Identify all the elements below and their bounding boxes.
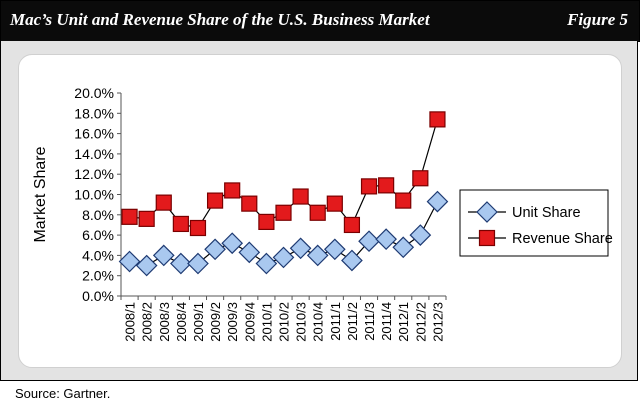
x-tick-label: 2009/4 (242, 302, 257, 342)
x-tick-label: 2011/1 (328, 302, 343, 341)
revenue-share-point (309, 204, 326, 221)
unit-share-point (170, 252, 192, 275)
y-tick-label: 12.0% (74, 166, 114, 182)
y-tick-label: 10.0% (74, 187, 114, 203)
revenue-share-point (241, 195, 258, 212)
x-tick-label: 2010/1 (259, 302, 274, 342)
unit-share-point (238, 241, 261, 264)
revenue-share-point (429, 111, 446, 128)
x-tick-label: 2011/2 (345, 302, 360, 341)
unit-share-series (118, 190, 449, 277)
x-tick-label: 2010/3 (294, 302, 309, 342)
figure-label: Figure 5 (567, 10, 628, 29)
revenue-share-point (378, 177, 395, 194)
unit-share-point (426, 190, 449, 213)
unit-share-point (306, 244, 329, 267)
y-tick-label: 16.0% (74, 126, 114, 142)
x-tick-label: 2008/1 (123, 302, 138, 342)
unit-share-point (392, 236, 415, 259)
legend-unit-label: Unit Share (512, 205, 581, 221)
unit-share-point (341, 249, 363, 272)
revenue-share-point (275, 204, 292, 221)
x-tick-label: 2008/3 (157, 302, 172, 342)
market-share-chart: 0.0% 2.0% 4.0% 6.0% 8.0% 10.0% 12.0% 14.0% 16.0%… (32, 85, 613, 342)
revenue-share-point (292, 188, 309, 205)
x-tick-label: 2012/2 (413, 302, 428, 342)
unit-share-point (187, 252, 209, 275)
revenue-share-point (224, 182, 241, 199)
y-tick-label: 20.0% (74, 85, 114, 101)
revenue-share-point (360, 178, 378, 195)
x-tick-label: 2010/4 (311, 302, 326, 342)
source-note: Source: Gartner. (15, 386, 111, 401)
revenue-share-point (138, 210, 155, 227)
unit-share-point (375, 228, 397, 251)
legend: Unit Share Revenue Share (459, 189, 613, 257)
y-tick-label: 2.0% (82, 268, 114, 284)
unit-share-point (255, 252, 278, 275)
legend-revenue-label: Revenue Share (512, 231, 613, 247)
unit-share-point (272, 246, 295, 269)
y-tick-label: 6.0% (82, 227, 114, 243)
y-tick-label: 0.0% (82, 288, 114, 304)
y-tick-label: 14.0% (74, 146, 114, 162)
x-tick-label: 2009/1 (191, 302, 206, 342)
revenue-share-point (172, 215, 189, 233)
revenue-share-point (326, 195, 343, 212)
revenue-share-point (412, 170, 429, 187)
x-tick-label: 2008/4 (174, 302, 189, 342)
revenue-share-series (121, 111, 446, 237)
revenue-share-point (343, 216, 361, 234)
x-tick-label: 2012/1 (396, 302, 411, 342)
y-tick-label: 8.0% (82, 207, 114, 223)
revenue-share-point (395, 192, 412, 209)
y-axis-title: Market Share (32, 146, 49, 242)
revenue-share-point (258, 213, 275, 231)
header-bar: Mac’s Unit and Revenue Share of the U.S.… (0, 0, 640, 42)
revenue-share-point (121, 208, 138, 225)
x-tick-label: 2010/2 (277, 302, 292, 342)
page-title: Mac’s Unit and Revenue Share of the U.S.… (10, 10, 430, 29)
unit-share-point (204, 238, 226, 261)
unit-share-point (118, 250, 141, 273)
revenue-share-point (206, 192, 224, 209)
unit-share-point (289, 237, 312, 260)
x-tick-label: 2011/4 (379, 302, 394, 341)
legend-revenue-marker (478, 229, 496, 247)
unit-share-point (221, 232, 244, 255)
unit-share-point (323, 238, 346, 261)
x-tick-label: 2009/3 (225, 302, 240, 342)
x-tick-label: 2011/3 (362, 302, 377, 341)
unit-share-point (152, 244, 175, 267)
x-tick-label: 2012/3 (430, 302, 445, 342)
unit-share-point (409, 224, 432, 246)
y-tick-label: 4.0% (82, 247, 114, 263)
revenue-share-point (155, 194, 172, 211)
legend-unit-marker (476, 201, 498, 223)
revenue-share-point (189, 219, 207, 237)
x-tick-label: 2008/2 (140, 302, 155, 342)
y-tick-label: 18.0% (74, 105, 114, 121)
x-tick-label: 2009/2 (208, 302, 223, 342)
unit-share-point (358, 230, 380, 253)
unit-share-point (135, 254, 158, 277)
